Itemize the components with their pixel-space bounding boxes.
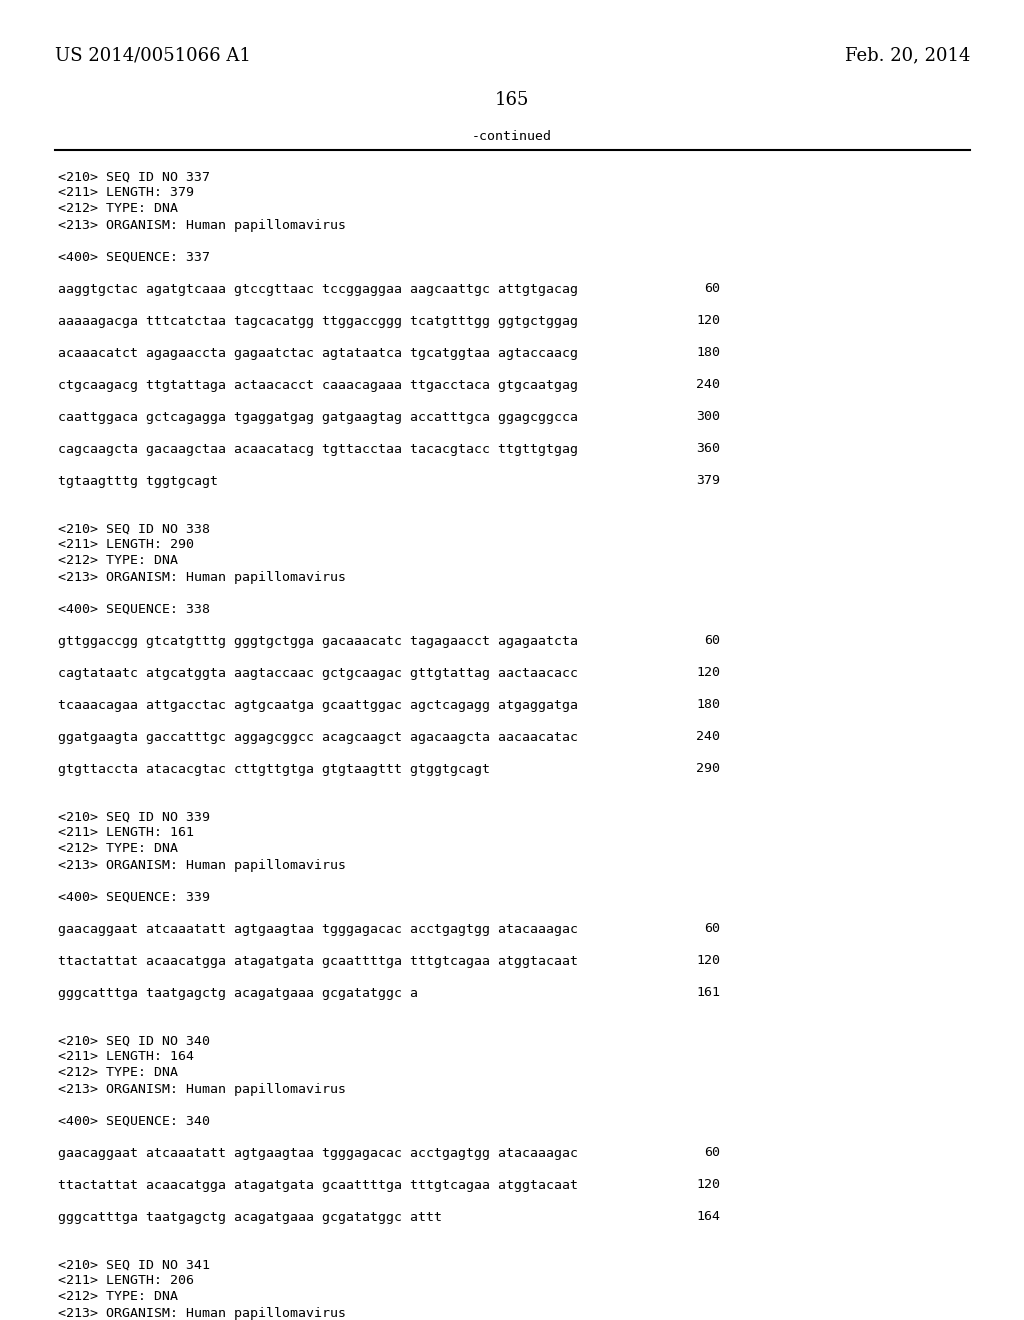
Text: 240: 240 bbox=[696, 730, 720, 743]
Text: acaaacatct agagaaccta gagaatctac agtataatca tgcatggtaa agtaccaacg: acaaacatct agagaaccta gagaatctac agtataa… bbox=[58, 346, 578, 359]
Text: 161: 161 bbox=[696, 986, 720, 999]
Text: 180: 180 bbox=[696, 698, 720, 711]
Text: ggatgaagta gaccatttgc aggagcggcc acagcaagct agacaagcta aacaacatac: ggatgaagta gaccatttgc aggagcggcc acagcaa… bbox=[58, 730, 578, 743]
Text: <212> TYPE: DNA: <212> TYPE: DNA bbox=[58, 202, 178, 215]
Text: <213> ORGANISM: Human papillomavirus: <213> ORGANISM: Human papillomavirus bbox=[58, 1082, 346, 1096]
Text: <210> SEQ ID NO 337: <210> SEQ ID NO 337 bbox=[58, 170, 210, 183]
Text: gtgttaccta atacacgtac cttgttgtga gtgtaagttt gtggtgcagt: gtgttaccta atacacgtac cttgttgtga gtgtaag… bbox=[58, 763, 490, 776]
Text: <210> SEQ ID NO 338: <210> SEQ ID NO 338 bbox=[58, 523, 210, 536]
Text: caattggaca gctcagagga tgaggatgag gatgaagtag accatttgca ggagcggcca: caattggaca gctcagagga tgaggatgag gatgaag… bbox=[58, 411, 578, 424]
Text: <211> LENGTH: 290: <211> LENGTH: 290 bbox=[58, 539, 194, 552]
Text: <400> SEQUENCE: 340: <400> SEQUENCE: 340 bbox=[58, 1114, 210, 1127]
Text: Feb. 20, 2014: Feb. 20, 2014 bbox=[845, 46, 970, 63]
Text: <213> ORGANISM: Human papillomavirus: <213> ORGANISM: Human papillomavirus bbox=[58, 1307, 346, 1320]
Text: 60: 60 bbox=[705, 282, 720, 296]
Text: 360: 360 bbox=[696, 442, 720, 455]
Text: aaaaagacga tttcatctaa tagcacatgg ttggaccggg tcatgtttgg ggtgctggag: aaaaagacga tttcatctaa tagcacatgg ttggacc… bbox=[58, 314, 578, 327]
Text: aaggtgctac agatgtcaaa gtccgttaac tccggaggaa aagcaattgc attgtgacag: aaggtgctac agatgtcaaa gtccgttaac tccggag… bbox=[58, 282, 578, 296]
Text: <211> LENGTH: 206: <211> LENGTH: 206 bbox=[58, 1275, 194, 1287]
Text: <400> SEQUENCE: 337: <400> SEQUENCE: 337 bbox=[58, 251, 210, 264]
Text: 60: 60 bbox=[705, 1147, 720, 1159]
Text: 120: 120 bbox=[696, 314, 720, 327]
Text: 240: 240 bbox=[696, 379, 720, 392]
Text: <211> LENGTH: 379: <211> LENGTH: 379 bbox=[58, 186, 194, 199]
Text: cagcaagcta gacaagctaa acaacatacg tgttacctaa tacacgtacc ttgttgtgag: cagcaagcta gacaagctaa acaacatacg tgttacc… bbox=[58, 442, 578, 455]
Text: 120: 120 bbox=[696, 1179, 720, 1192]
Text: 180: 180 bbox=[696, 346, 720, 359]
Text: ttactattat acaacatgga atagatgata gcaattttga tttgtcagaa atggtacaat: ttactattat acaacatgga atagatgata gcaattt… bbox=[58, 954, 578, 968]
Text: 120: 120 bbox=[696, 954, 720, 968]
Text: 165: 165 bbox=[495, 91, 529, 110]
Text: <400> SEQUENCE: 338: <400> SEQUENCE: 338 bbox=[58, 602, 210, 615]
Text: gttggaccgg gtcatgtttg gggtgctgga gacaaacatc tagagaacct agagaatcta: gttggaccgg gtcatgtttg gggtgctgga gacaaac… bbox=[58, 635, 578, 648]
Text: <212> TYPE: DNA: <212> TYPE: DNA bbox=[58, 842, 178, 855]
Text: <212> TYPE: DNA: <212> TYPE: DNA bbox=[58, 1291, 178, 1304]
Text: <213> ORGANISM: Human papillomavirus: <213> ORGANISM: Human papillomavirus bbox=[58, 219, 346, 231]
Text: 120: 120 bbox=[696, 667, 720, 680]
Text: <213> ORGANISM: Human papillomavirus: <213> ORGANISM: Human papillomavirus bbox=[58, 858, 346, 871]
Text: 290: 290 bbox=[696, 763, 720, 776]
Text: ttactattat acaacatgga atagatgata gcaattttga tttgtcagaa atggtacaat: ttactattat acaacatgga atagatgata gcaattt… bbox=[58, 1179, 578, 1192]
Text: 164: 164 bbox=[696, 1210, 720, 1224]
Text: 60: 60 bbox=[705, 923, 720, 936]
Text: gaacaggaat atcaaatatt agtgaagtaa tgggagacac acctgagtgg atacaaagac: gaacaggaat atcaaatatt agtgaagtaa tgggaga… bbox=[58, 1147, 578, 1159]
Text: <210> SEQ ID NO 340: <210> SEQ ID NO 340 bbox=[58, 1035, 210, 1048]
Text: US 2014/0051066 A1: US 2014/0051066 A1 bbox=[55, 46, 251, 63]
Text: <400> SEQUENCE: 339: <400> SEQUENCE: 339 bbox=[58, 891, 210, 903]
Text: gggcatttga taatgagctg acagatgaaa gcgatatggc a: gggcatttga taatgagctg acagatgaaa gcgatat… bbox=[58, 986, 418, 999]
Text: tgtaagtttg tggtgcagt: tgtaagtttg tggtgcagt bbox=[58, 474, 218, 487]
Text: gaacaggaat atcaaatatt agtgaagtaa tgggagacac acctgagtgg atacaaagac: gaacaggaat atcaaatatt agtgaagtaa tgggaga… bbox=[58, 923, 578, 936]
Text: -continued: -continued bbox=[472, 131, 552, 144]
Text: <210> SEQ ID NO 339: <210> SEQ ID NO 339 bbox=[58, 810, 210, 824]
Text: 300: 300 bbox=[696, 411, 720, 424]
Text: gggcatttga taatgagctg acagatgaaa gcgatatggc attt: gggcatttga taatgagctg acagatgaaa gcgatat… bbox=[58, 1210, 442, 1224]
Text: <211> LENGTH: 161: <211> LENGTH: 161 bbox=[58, 826, 194, 840]
Text: 60: 60 bbox=[705, 635, 720, 648]
Text: ctgcaagacg ttgtattaga actaacacct caaacagaaa ttgacctaca gtgcaatgag: ctgcaagacg ttgtattaga actaacacct caaacag… bbox=[58, 379, 578, 392]
Text: <212> TYPE: DNA: <212> TYPE: DNA bbox=[58, 554, 178, 568]
Text: <212> TYPE: DNA: <212> TYPE: DNA bbox=[58, 1067, 178, 1080]
Text: <211> LENGTH: 164: <211> LENGTH: 164 bbox=[58, 1051, 194, 1064]
Text: <210> SEQ ID NO 341: <210> SEQ ID NO 341 bbox=[58, 1258, 210, 1271]
Text: 379: 379 bbox=[696, 474, 720, 487]
Text: tcaaacagaa attgacctac agtgcaatga gcaattggac agctcagagg atgaggatga: tcaaacagaa attgacctac agtgcaatga gcaattg… bbox=[58, 698, 578, 711]
Text: cagtataatc atgcatggta aagtaccaac gctgcaagac gttgtattag aactaacacc: cagtataatc atgcatggta aagtaccaac gctgcaa… bbox=[58, 667, 578, 680]
Text: <213> ORGANISM: Human papillomavirus: <213> ORGANISM: Human papillomavirus bbox=[58, 570, 346, 583]
